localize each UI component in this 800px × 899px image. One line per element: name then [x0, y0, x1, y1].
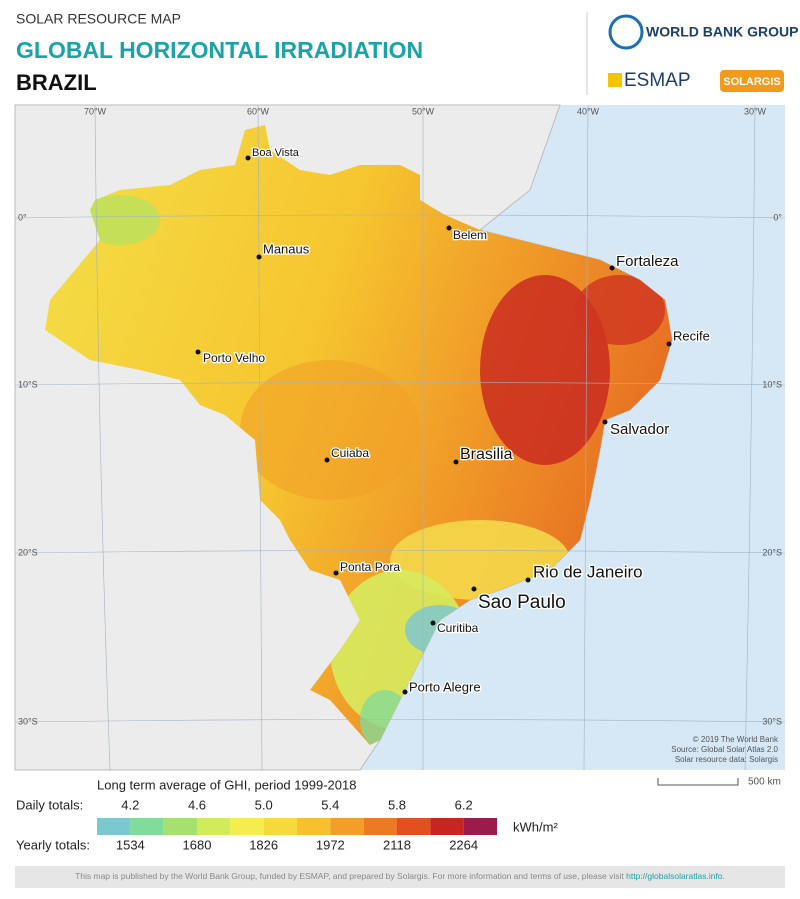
city-label: Salvador — [610, 421, 669, 438]
city-label: Curitiba — [437, 621, 479, 635]
longitude-label: 70°W — [84, 106, 107, 116]
city-dot — [245, 155, 251, 161]
latitude-label: 0° — [773, 212, 782, 222]
legend-swatch — [397, 818, 431, 835]
solargis-logo: SOLARGIS — [723, 76, 780, 88]
yearly-label: Yearly totals: — [16, 837, 90, 852]
longitude-label: 30°W — [744, 106, 767, 116]
credit: © 2019 The World Bank — [693, 735, 779, 744]
map-labels: 70°W 60°W 50°W 40°W 30°W 0° 0° 10°S 10°S 20°S 20°S… — [18, 106, 782, 726]
longitude-label: 40°W — [577, 106, 600, 116]
latitude-label: 30°S — [762, 716, 782, 726]
latitude-label: 10°S — [762, 379, 782, 389]
city-dot — [453, 459, 459, 465]
city-dot — [446, 225, 452, 231]
yearly-value: 2118 — [383, 837, 411, 852]
city-dot — [471, 586, 477, 592]
city-label: Manaus — [263, 241, 310, 256]
legend: 4.2 4.6 5.0 5.4 5.8 6.2 1534 1680 1826 1972 2118 22… — [97, 797, 497, 852]
city-label: Cuiaba — [331, 446, 369, 460]
daily-value: 6.2 — [455, 797, 473, 812]
city-dot — [666, 341, 672, 347]
daily-value: 5.0 — [255, 797, 273, 812]
city-dot — [402, 689, 408, 695]
credit: Source: Global Solar Atlas 2.0 — [671, 745, 778, 754]
city-dot — [333, 570, 339, 576]
footer-end: . — [723, 871, 725, 881]
legend-swatch — [163, 818, 197, 835]
city-dot — [609, 265, 615, 271]
legend-swatch — [463, 818, 497, 835]
legend-swatch — [197, 818, 231, 835]
legend-swatch — [130, 818, 164, 835]
city-label: Ponta Pora — [340, 560, 400, 574]
legend-swatch — [297, 818, 331, 835]
city-dot — [525, 577, 531, 583]
latitude-label: 0° — [18, 212, 27, 222]
longitude-label: 60°W — [247, 106, 270, 116]
latitude-label: 20°S — [18, 547, 38, 557]
esmap-logo: ESMAP — [624, 70, 691, 91]
city-label: Brasilia — [460, 446, 513, 463]
daily-value: 4.2 — [121, 797, 139, 812]
legend-unit: kWh/m² — [513, 819, 558, 834]
city-label: Porto Alegre — [409, 679, 481, 694]
city-dot — [256, 254, 262, 260]
yearly-value: 1972 — [316, 837, 345, 852]
daily-value: 5.8 — [388, 797, 406, 812]
legend-swatch — [330, 818, 364, 835]
scale-bar — [657, 778, 739, 786]
city-label: Belem — [453, 228, 487, 242]
legend-swatch — [363, 818, 397, 835]
daily-label: Daily totals: — [16, 797, 83, 812]
longitude-label: 50°W — [412, 106, 435, 116]
footer-link[interactable]: http://globalsolaratlas.info — [626, 871, 723, 881]
daily-value: 4.6 — [188, 797, 206, 812]
footer-bar — [15, 866, 785, 888]
legend-swatch — [97, 818, 131, 835]
city-label: Boa Vista — [252, 147, 300, 159]
yearly-value: 1826 — [249, 837, 278, 852]
legend-swatch — [263, 818, 297, 835]
solargis-badge — [720, 70, 784, 92]
latitude-label: 20°S — [762, 547, 782, 557]
city-label: Fortaleza — [616, 253, 679, 270]
yearly-value: 1534 — [116, 837, 145, 852]
yearly-value: 2264 — [449, 837, 478, 852]
legend-title: Long term average of GHI, period 1999-20… — [97, 777, 356, 792]
esmap-mark — [608, 73, 622, 87]
kicker: SOLAR RESOURCE MAP — [16, 11, 181, 27]
wb-logo: WORLD BANK GROUP — [646, 24, 798, 40]
map — [14, 104, 786, 771]
city-dot — [430, 620, 436, 626]
wb-globe — [608, 14, 644, 50]
credit: Solar resource data: Solargis — [675, 755, 778, 764]
country: BRAZIL — [16, 70, 97, 95]
daily-value: 5.4 — [321, 797, 339, 812]
yearly-value: 1680 — [183, 837, 212, 852]
latitude-label: 10°S — [18, 379, 38, 389]
footer-text: This map is published by the World Bank … — [75, 871, 626, 881]
city-dot — [324, 457, 330, 463]
scale-label: 500 km — [748, 777, 781, 788]
city-label: Porto Velho — [203, 351, 265, 365]
city-label: Sao Paulo — [478, 592, 566, 613]
city-label: Rio de Janeiro — [533, 562, 643, 581]
latitude-label: 30°S — [18, 716, 38, 726]
city-label: Recife — [673, 328, 710, 343]
title: GLOBAL HORIZONTAL IRRADIATION — [16, 37, 423, 63]
city-dot — [602, 419, 608, 425]
footer: This map is published by the World Bank … — [75, 871, 725, 881]
city-dot — [195, 349, 201, 355]
legend-swatch — [230, 818, 264, 835]
legend-swatch — [430, 818, 464, 835]
